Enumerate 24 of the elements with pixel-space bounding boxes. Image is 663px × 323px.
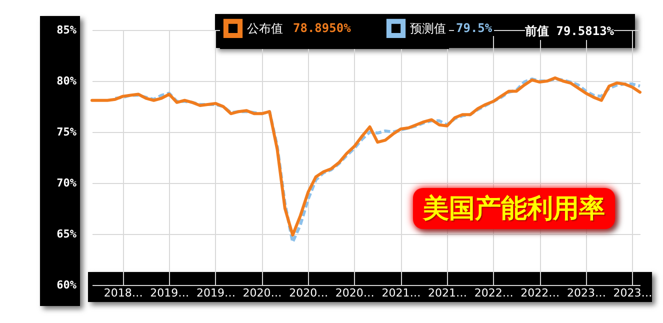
y-tick-label: 70% (56, 176, 77, 190)
x-tick-label: 2020… (335, 286, 374, 300)
x-tick-label: 2019… (150, 286, 190, 300)
annotation: 前值 79.5813% (525, 23, 614, 40)
y-tick-label: 80% (56, 74, 77, 88)
x-tick-label: 2023… (566, 286, 606, 300)
y-tick-label: 65% (56, 228, 77, 240)
text: 美国产能利用率 (413, 188, 615, 229)
x-tick-label: 2018… (104, 286, 143, 300)
annotation: 78.8950% (291, 20, 353, 36)
annotation: 79.5% (454, 20, 494, 36)
x-tick-label: 2020… (289, 286, 328, 300)
x-tick-label: 2021… (428, 286, 468, 300)
x-tick-label: 2019… (196, 286, 236, 300)
y-tick-label: 75% (56, 126, 77, 138)
legend-label: 预测值 (410, 21, 446, 36)
x-tick-label: 2020… (242, 286, 282, 300)
legend-label: 公布值 (247, 21, 283, 36)
x-tick-label: 2023… (613, 286, 652, 300)
x-tick-label: 2022… (520, 286, 560, 300)
x-tick-label: 2022… (474, 286, 514, 300)
x-tick-label: 2021… (382, 286, 421, 300)
y-tick-label: 60% (56, 278, 77, 292)
y-tick-label: 85% (56, 24, 77, 36)
